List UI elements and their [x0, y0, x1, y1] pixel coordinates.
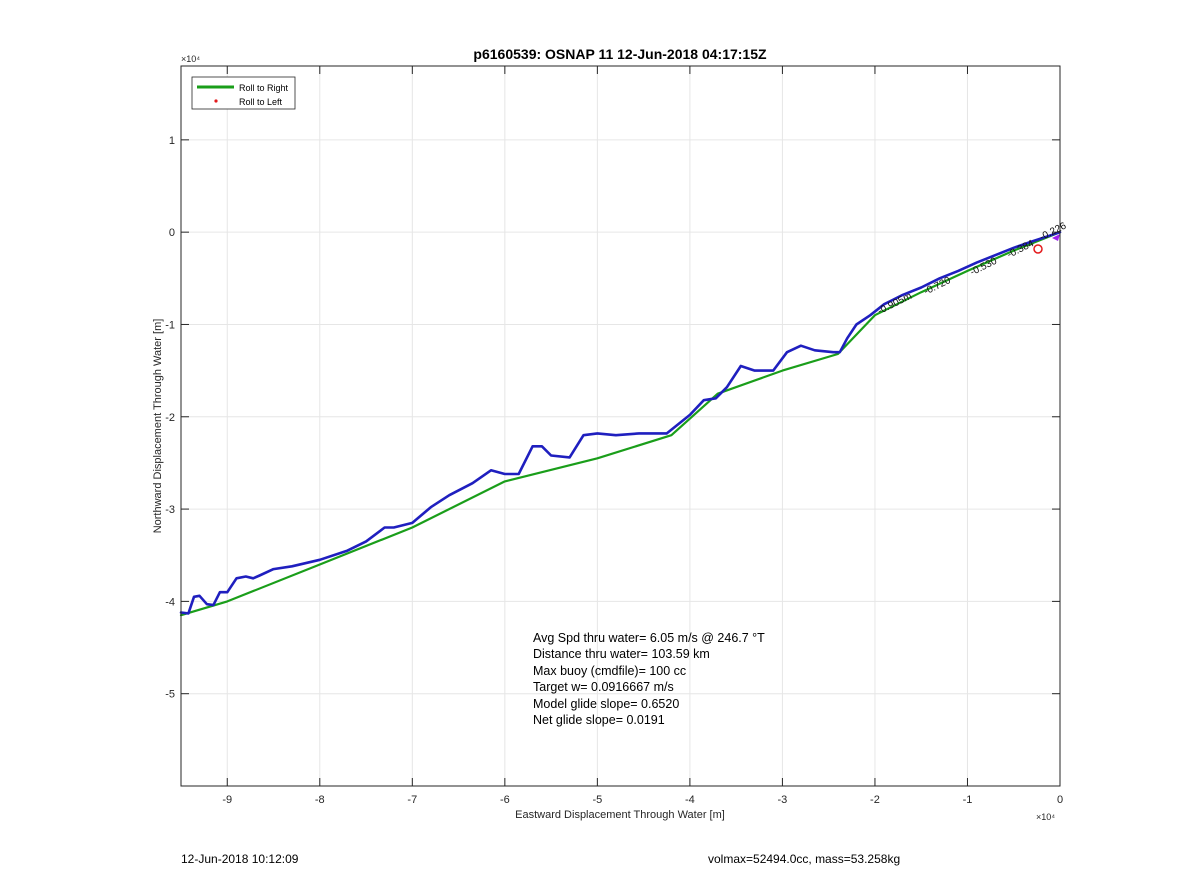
x-tick-label: -8 — [315, 794, 325, 806]
legend-box — [191, 76, 296, 110]
grid-lines — [181, 66, 1061, 786]
x-ticks: -9 -8 -7 -6 -5 -4 -3 -2 -1 0 — [222, 66, 1063, 806]
x-tick-label: 0 — [1057, 794, 1063, 806]
series-roll-to-right — [179, 231, 1062, 617]
y-tick-label: -1 — [165, 319, 175, 331]
start-marker — [1033, 244, 1043, 254]
x-tick-label: -5 — [592, 794, 602, 806]
footer-timestamp: 12-Jun-2018 10:12:09 — [181, 852, 299, 866]
chart-title: p6160539: OSNAP 11 12-Jun-2018 04:17:15Z — [473, 46, 767, 62]
x-axis-title: Eastward Displacement Through Water [m] — [515, 809, 725, 821]
y-exponent-label: ×10⁴ — [181, 54, 200, 64]
x-tick-label: -7 — [407, 794, 417, 806]
y-tick-label: -2 — [165, 412, 175, 424]
x-tick-label: -2 — [870, 794, 880, 806]
y-tick-label: 0 — [169, 227, 175, 239]
legend-label-roll-left: Roll to Left — [239, 97, 283, 107]
stats-annotation: Avg Spd thru water= 6.05 m/s @ 246.7 °T … — [533, 631, 765, 727]
x-tick-label: -4 — [685, 794, 695, 806]
x-tick-label: -3 — [778, 794, 788, 806]
legend: Roll to Right Roll to Left — [191, 76, 296, 110]
stats-line: Net glide slope= 0.0191 — [533, 713, 665, 727]
x-exponent-label: ×10⁴ — [1036, 812, 1055, 822]
x-tick-label: -9 — [222, 794, 232, 806]
plot-frame — [180, 65, 1061, 787]
end-markers — [1033, 234, 1060, 254]
legend-dot-roll-left — [214, 99, 218, 103]
plot-area — [181, 66, 1060, 786]
footer-vol-mass: volmax=52494.0cc, mass=53.258kg — [708, 852, 900, 866]
y-tick-label: -4 — [165, 596, 175, 608]
stats-line: Target w= 0.0916667 m/s — [533, 680, 674, 694]
x-tick-label: -1 — [963, 794, 973, 806]
legend-label-roll-right: Roll to Right — [239, 83, 289, 93]
y-tick-label: -3 — [165, 504, 175, 516]
track-lines — [179, 230, 1062, 617]
y-tick-label: 1 — [169, 135, 175, 147]
series-glider-track — [179, 230, 1062, 615]
stats-line: Model glide slope= 0.6520 — [533, 697, 679, 711]
y-ticks: -5 -4 -3 -2 -1 0 1 — [165, 135, 1060, 701]
y-tick-label: -5 — [165, 689, 175, 701]
end-marker — [1052, 234, 1060, 241]
x-tick-label: -6 — [500, 794, 510, 806]
y-axis-title: Northward Displacement Through Water [m] — [152, 319, 164, 534]
stats-line: Distance thru water= 103.59 km — [533, 647, 710, 661]
stats-line: Max buoy (cmdfile)= 100 cc — [533, 664, 686, 678]
stats-line: Avg Spd thru water= 6.05 m/s @ 246.7 °T — [533, 631, 765, 645]
